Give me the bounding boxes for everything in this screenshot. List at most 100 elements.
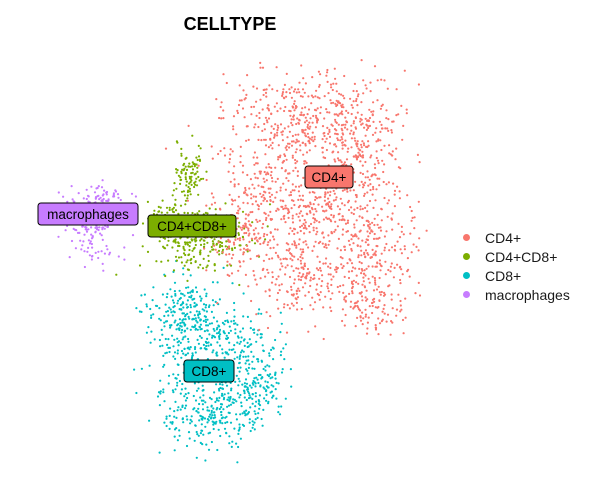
data-point [300,64,303,67]
data-point [87,228,90,231]
data-point [345,109,348,112]
data-point [350,233,353,236]
data-point [375,140,378,143]
data-point [193,314,196,317]
data-point [408,275,411,278]
data-point [237,195,240,198]
data-point [218,330,221,333]
data-point [248,187,251,190]
data-point [291,154,294,157]
data-point [199,323,202,326]
data-point [173,290,176,293]
data-point [237,377,240,380]
data-point [288,194,291,197]
data-point [327,265,330,268]
data-point [206,406,209,409]
data-point [251,239,254,242]
data-point [245,398,248,402]
data-point [210,416,213,419]
legend-swatch-macrophages [463,291,470,298]
data-point [326,111,329,114]
data-point [172,373,175,376]
data-point [214,422,217,425]
data-point [107,199,110,202]
data-point [199,249,202,252]
data-point [246,173,249,177]
data-point [238,283,241,287]
data-point [91,254,94,258]
data-point [243,410,246,413]
data-point [181,382,184,386]
data-point [178,429,181,432]
data-point [79,239,82,242]
data-point [344,222,348,225]
data-point [304,144,307,147]
data-point [191,211,194,215]
data-point [236,109,239,112]
data-point [197,314,200,317]
cluster-label-text: CD4+ [312,170,347,185]
data-point [170,311,173,314]
data-point [247,397,251,400]
data-point [219,241,222,244]
data-point [382,180,385,184]
data-point [261,268,264,272]
data-point [96,186,99,190]
data-point [91,235,94,238]
data-point [238,221,241,224]
data-point [293,255,296,258]
data-point [266,381,269,384]
data-point [291,214,294,217]
data-point [183,294,186,297]
data-point [186,212,189,215]
data-point [343,204,346,207]
data-point [261,376,264,379]
data-point [377,162,380,165]
data-point [233,178,236,181]
data-point [233,351,237,354]
data-point [343,275,346,278]
data-point [344,116,347,119]
data-point [230,387,233,390]
data-point [387,199,390,202]
legend-swatch-cd4 [463,234,470,241]
data-point [344,139,347,142]
data-point [222,330,225,333]
data-point [159,390,162,393]
data-point [257,184,260,187]
data-point [88,242,92,245]
data-point [152,313,155,316]
data-point [202,319,205,323]
data-point [374,254,377,257]
data-point [162,365,165,368]
data-point [239,354,242,357]
data-point [202,177,205,180]
data-point [248,240,251,243]
data-point [341,189,344,192]
data-point [384,260,387,263]
data-point [242,251,245,254]
data-point [354,267,357,270]
data-point [189,296,193,299]
data-point [390,129,393,132]
data-point [211,281,215,284]
data-point [289,227,292,230]
data-point [176,341,179,344]
data-point [389,265,392,268]
data-point [185,180,188,183]
data-point [318,83,321,87]
data-point [185,261,188,264]
data-point [404,297,407,300]
data-point [197,164,200,167]
data-point [363,286,367,289]
data-point [210,203,213,206]
data-point [362,272,366,275]
data-point [263,232,266,236]
data-point [180,388,183,391]
data-point [243,232,246,235]
data-point [233,183,236,186]
data-point [309,304,312,307]
data-point [269,231,272,234]
data-point [251,420,254,423]
data-point [216,341,219,344]
